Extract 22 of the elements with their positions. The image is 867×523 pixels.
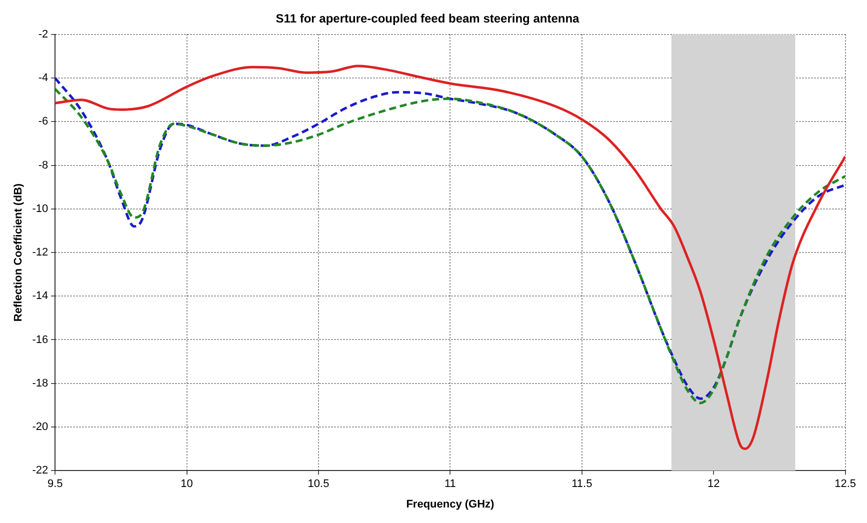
y-tick-label: -18 xyxy=(32,377,48,390)
chart-title: S11 for aperture-coupled feed beam steering antenna xyxy=(276,12,580,26)
y-tick-label: -12 xyxy=(32,246,48,259)
y-tick-label: -6 xyxy=(38,116,48,128)
y-tick-label: -14 xyxy=(32,290,48,302)
x-tick-label: 10.5 xyxy=(308,478,330,490)
x-tick-label: 11 xyxy=(444,478,456,490)
y-tick-label: -22 xyxy=(32,464,48,477)
x-tick-label: 11.5 xyxy=(572,478,592,490)
y-axis-title: Reflection Coefficient (dB) xyxy=(12,183,25,322)
x-tick-label: 12 xyxy=(707,478,720,490)
x-tick-label: 12.5 xyxy=(834,478,856,490)
x-tick-label: 10 xyxy=(180,478,193,490)
line-series xyxy=(55,64,846,450)
y-tick-label: -16 xyxy=(32,334,48,346)
y-tick-label: -20 xyxy=(32,421,48,434)
x-axis-title: Frequency (GHz) xyxy=(406,498,495,510)
y-tick-label: -4 xyxy=(38,72,48,84)
y-tick-label: -10 xyxy=(32,202,48,215)
y-tick-label: -8 xyxy=(38,159,48,172)
x-tick-label: 9.5 xyxy=(47,478,63,490)
y-tick-label: -2 xyxy=(38,28,48,40)
